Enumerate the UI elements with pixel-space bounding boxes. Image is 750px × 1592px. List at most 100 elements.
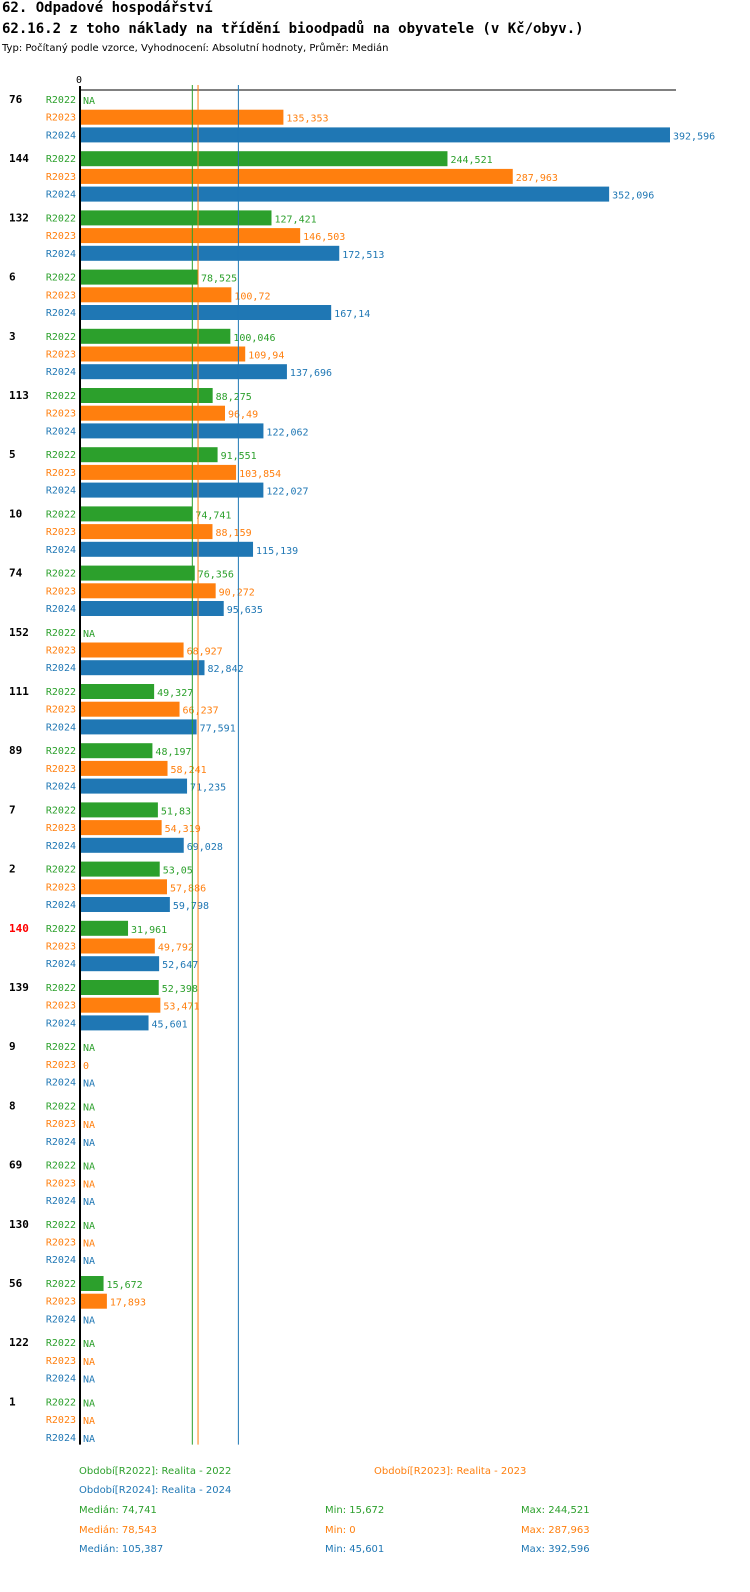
data-label: 109,94 xyxy=(248,351,284,362)
data-label: 90,272 xyxy=(219,587,255,598)
bar xyxy=(80,920,129,936)
series-label: R2023 xyxy=(46,705,76,716)
data-label: 172,513 xyxy=(342,250,384,261)
category-label: 69 xyxy=(9,1159,22,1172)
data-label: 146,503 xyxy=(303,232,345,243)
data-label: 57,886 xyxy=(170,883,206,894)
data-label: NA xyxy=(83,1416,95,1427)
category-label: 9 xyxy=(9,1040,16,1053)
series-label: R2022 xyxy=(46,95,76,106)
bar xyxy=(80,820,162,836)
category-label: 113 xyxy=(9,389,29,402)
data-label: 103,854 xyxy=(239,469,281,480)
series-label: R2023 xyxy=(46,409,76,420)
bar xyxy=(80,109,284,125)
series-label: R2022 xyxy=(46,213,76,224)
data-label: 88,275 xyxy=(216,392,252,403)
bar xyxy=(80,482,264,498)
bar xyxy=(80,405,226,421)
category-label: 111 xyxy=(9,685,29,698)
data-label: NA xyxy=(83,1434,95,1445)
data-label: 135,353 xyxy=(286,114,328,125)
legend-min-r2022: Min: 15,672 xyxy=(325,1505,385,1516)
series-label: R2023 xyxy=(46,1356,76,1367)
series-label: R2024 xyxy=(46,1196,76,1207)
axis-zero-label: 0 xyxy=(76,75,82,86)
series-label: R2024 xyxy=(46,900,76,911)
data-label: NA xyxy=(83,1239,95,1250)
data-label: 17,893 xyxy=(110,1298,146,1309)
bar xyxy=(80,583,216,599)
series-label: R2022 xyxy=(46,746,76,757)
category-label: 152 xyxy=(9,626,29,639)
series-label: R2024 xyxy=(46,190,76,201)
bar xyxy=(80,861,160,877)
data-label: NA xyxy=(83,629,95,640)
bar xyxy=(80,464,237,480)
data-label: 49,327 xyxy=(157,688,193,699)
series-label: R2024 xyxy=(46,1078,76,1089)
bar xyxy=(80,245,340,261)
series-label: R2024 xyxy=(46,663,76,674)
data-label: 82,842 xyxy=(207,664,243,675)
data-label: 96,49 xyxy=(228,410,258,421)
bar xyxy=(80,1276,104,1291)
series-label: R2024 xyxy=(46,249,76,260)
category-label: 8 xyxy=(9,1099,16,1112)
bar xyxy=(80,151,448,167)
category-label: 7 xyxy=(9,803,16,816)
series-label: R2022 xyxy=(46,1279,76,1290)
series-label: R2024 xyxy=(46,1374,76,1385)
series-label: R2024 xyxy=(46,130,76,141)
series-label: R2023 xyxy=(46,1119,76,1130)
data-label: 100,72 xyxy=(234,291,270,302)
series-label: R2024 xyxy=(46,1433,76,1444)
bar xyxy=(80,328,231,344)
bar xyxy=(80,186,610,202)
legend-max-r2022: Max: 244,521 xyxy=(521,1505,590,1516)
category-label: 56 xyxy=(9,1277,23,1290)
series-label: R2023 xyxy=(46,823,76,834)
series-label: R2024 xyxy=(46,604,76,615)
data-label: 115,139 xyxy=(256,546,298,557)
data-label: 122,062 xyxy=(266,427,308,438)
legend-max-r2023: Max: 287,963 xyxy=(521,1525,590,1536)
bar xyxy=(80,743,153,759)
bar xyxy=(80,938,155,954)
data-label: NA xyxy=(83,1375,95,1386)
series-label: R2024 xyxy=(46,1018,76,1029)
data-label: 69,028 xyxy=(187,842,223,853)
category-label: 74 xyxy=(9,567,23,580)
series-label: R2022 xyxy=(46,509,76,520)
series-label: R2023 xyxy=(46,1238,76,1249)
series-label: R2023 xyxy=(46,764,76,775)
bar xyxy=(80,168,513,184)
data-label: 49,792 xyxy=(158,943,194,954)
bar xyxy=(80,506,193,522)
bar xyxy=(80,601,224,616)
data-label: 137,696 xyxy=(290,368,332,379)
data-label: 127,421 xyxy=(274,214,316,225)
bar xyxy=(80,1015,149,1031)
category-label: 1 xyxy=(9,1395,16,1408)
data-label: NA xyxy=(83,1315,95,1326)
bar xyxy=(80,565,195,581)
category-label: 76 xyxy=(9,93,23,106)
data-label: 68,927 xyxy=(187,647,223,658)
legend-period-r2023: Období[R2023]: Realita - 2023 xyxy=(374,1466,527,1477)
series-label: R2023 xyxy=(46,1178,76,1189)
bar xyxy=(80,269,199,285)
bar xyxy=(80,364,287,380)
bar xyxy=(80,956,160,972)
data-label: NA xyxy=(83,1162,95,1173)
series-label: R2023 xyxy=(46,1297,76,1308)
data-label: NA xyxy=(83,1120,95,1131)
series-label: R2023 xyxy=(46,1060,76,1071)
series-label: R2022 xyxy=(46,1397,76,1408)
category-label: 144 xyxy=(9,152,29,165)
series-label: R2022 xyxy=(46,1161,76,1172)
series-label: R2023 xyxy=(46,350,76,361)
bar xyxy=(80,837,184,853)
data-label: 76,356 xyxy=(198,570,234,581)
data-label: 78,525 xyxy=(201,274,237,285)
